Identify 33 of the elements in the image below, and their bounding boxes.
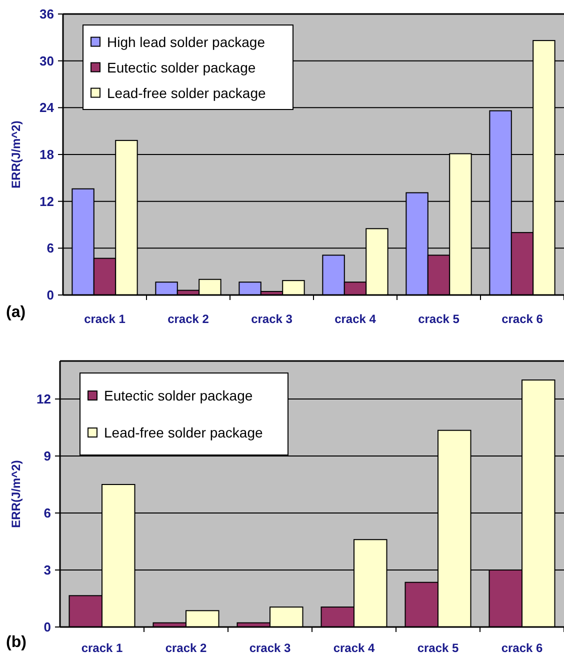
text: (a) xyxy=(6,304,26,321)
legend-label: Eutectic solder package xyxy=(104,388,253,404)
y-axis-title: ERR(J/m^2) xyxy=(9,120,23,188)
y-tick-label: 18 xyxy=(40,147,54,162)
x-tick-label: crack 2 xyxy=(165,641,208,655)
y-axis-title: ERR(J/m^2) xyxy=(9,460,23,528)
x-tick-label: crack 6 xyxy=(501,641,544,655)
x-tick-label: crack 1 xyxy=(84,312,126,326)
x-tick-label: crack 5 xyxy=(417,641,460,655)
x-tick-label: crack 3 xyxy=(251,312,293,326)
y-tick-label: 12 xyxy=(36,392,51,406)
legend-label: High lead solder package xyxy=(107,34,266,50)
text: (b) xyxy=(6,634,26,651)
y-tick-label: 6 xyxy=(46,240,54,256)
y-tick-label: 36 xyxy=(40,6,54,22)
x-tick-label: crack 3 xyxy=(249,641,292,655)
y-tick-label: 30 xyxy=(40,53,54,68)
y-tick-label: 12 xyxy=(40,194,54,209)
y-tick-label: 6 xyxy=(44,506,51,520)
x-tick-label: crack 5 xyxy=(418,312,460,326)
legend-label: Eutectic solder package xyxy=(107,59,256,76)
x-tick-label: crack 1 xyxy=(81,641,124,655)
legend-label: Lead-free solder package xyxy=(104,424,263,440)
x-tick-label: crack 6 xyxy=(502,312,544,326)
y-tick-label: 0 xyxy=(44,620,51,634)
y-tick-label: 0 xyxy=(46,288,54,302)
x-tick-label: crack 2 xyxy=(168,312,210,326)
x-tick-label: crack 4 xyxy=(334,312,376,326)
x-tick-label: crack 4 xyxy=(333,641,376,655)
y-tick-label: 24 xyxy=(40,100,55,116)
y-tick-label: 3 xyxy=(44,562,51,578)
legend-label: Lead-free solder package xyxy=(107,84,266,101)
y-tick-label: 9 xyxy=(44,448,51,464)
